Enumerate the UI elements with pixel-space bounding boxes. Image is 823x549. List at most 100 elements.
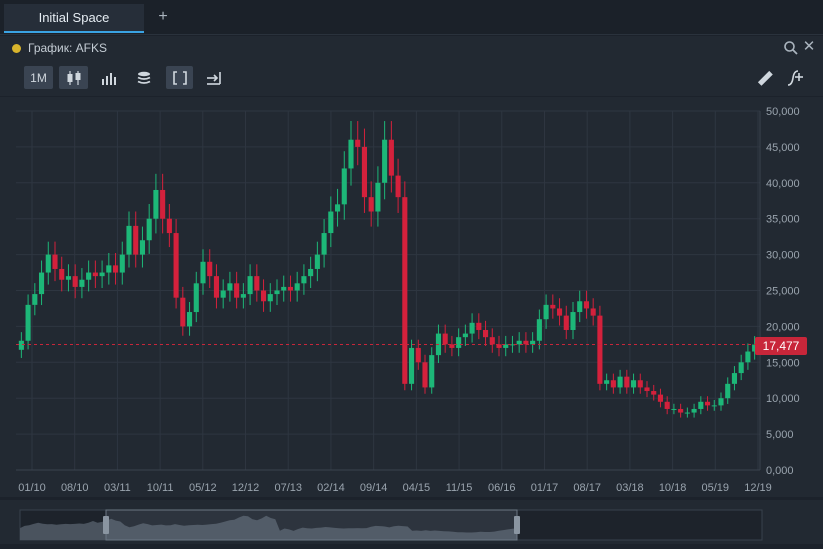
interval-1m-button[interactable]: 1M [24,66,53,89]
candle-body [25,304,31,341]
candle-body [536,319,542,341]
candle-body [731,373,738,384]
candle-body [711,405,717,407]
x-tick-label: 03/18 [616,482,644,494]
candle-body [408,347,415,384]
candle-body [133,225,139,255]
candle-body [429,355,435,388]
candle-body [691,408,697,413]
candle-body [382,139,388,183]
candle-body [294,283,300,291]
y-tick-label: 25,000 [766,286,800,298]
candle-body [334,204,341,212]
candle-body [321,233,327,255]
y-tick-label: 5,000 [766,429,794,441]
price-chart[interactable]: 0,000 5,000 10,000 15,000 20,000 25,000 30,000… [0,97,823,497]
candle-body [637,380,643,388]
y-tick-label: 15,000 [766,357,800,369]
candle-body [234,283,240,298]
navigator-handle[interactable] [103,516,109,534]
candle-body [200,261,206,284]
candle-body [112,265,119,273]
add-tab-button[interactable]: + [158,8,168,25]
x-tick-label: 04/15 [403,482,431,494]
candle-body [72,276,78,287]
candles-icon[interactable] [59,66,88,89]
candle-body [260,290,267,302]
interval-label: 1M [30,70,47,85]
candle-body [368,197,374,212]
candle-body [530,340,536,345]
bars-icon[interactable] [96,66,122,89]
candle-body [543,304,549,320]
bracket-icon[interactable] [166,66,193,89]
candle-body [119,254,125,273]
export-icon[interactable] [201,66,227,89]
panel-title: График: AFKS [28,41,108,55]
x-tick-label: 12/19 [744,482,772,494]
candle-body [240,294,246,298]
candle-body [597,315,603,384]
navigator-handle[interactable] [514,516,520,534]
candle-body [186,312,193,327]
candle-body [503,344,509,348]
candle-body [79,279,85,287]
navigator[interactable] [0,500,823,544]
candle-body [92,272,98,277]
candle-body [166,218,172,234]
chart-canvas[interactable]: 0,000 5,000 10,000 15,000 20,000 25,000 30,000… [0,97,823,497]
candle-body [281,286,287,291]
y-tick-label: 0,000 [766,465,794,477]
tab-label: Initial Space [38,10,110,25]
candle-body [314,254,320,269]
navigator-area [20,515,517,540]
search-icon[interactable] [783,40,799,56]
x-tick-label: 11/15 [446,482,473,494]
close-icon[interactable]: ✕ [802,38,816,55]
candle-body [173,233,179,298]
candle-body [213,276,220,298]
x-tick-label: 06/16 [488,482,516,494]
candle-body [348,139,354,169]
candle-body [86,272,92,280]
candle-body [153,189,159,219]
candle-body [328,211,334,234]
candle-body [193,283,199,313]
candle-body [590,308,596,316]
candle-body [624,376,630,388]
candle-body [462,333,468,338]
navigator-window[interactable] [105,509,518,541]
x-tick-label: 07/13 [274,482,302,494]
candle-body [415,347,421,363]
candle-body [456,337,462,348]
candle-body [509,344,516,346]
last-price-tag: 17,477 [755,337,807,355]
volume-icon[interactable] [131,66,157,89]
candle-body [489,337,495,345]
ruler-icon[interactable] [753,66,777,89]
candle-body [644,387,650,392]
tab-initial-space[interactable]: Initial Space [4,4,144,33]
candle-body [274,290,280,295]
panel-header: График: AFKS ✕ [0,36,823,60]
indicator-add-icon[interactable] [784,66,808,89]
candle-body [678,408,684,413]
candle-body [550,304,556,309]
navigator-canvas[interactable] [0,500,823,544]
candle-body [18,340,24,350]
candle-body [220,290,226,298]
candle-body [99,272,105,277]
candle-body [308,268,314,277]
tab-bar: Initial Space + [0,0,823,35]
y-tick-label: 45,000 [766,142,800,154]
candle-body [106,265,112,273]
candle-body [402,197,408,384]
candle-body [684,412,690,414]
candle-body [267,294,273,302]
candle-body [207,261,213,277]
candle-body [139,240,146,255]
x-tick-label: 12/12 [232,482,260,494]
candle-body [375,182,381,212]
candle-body [227,283,233,291]
x-tick-label: 03/11 [104,482,131,494]
